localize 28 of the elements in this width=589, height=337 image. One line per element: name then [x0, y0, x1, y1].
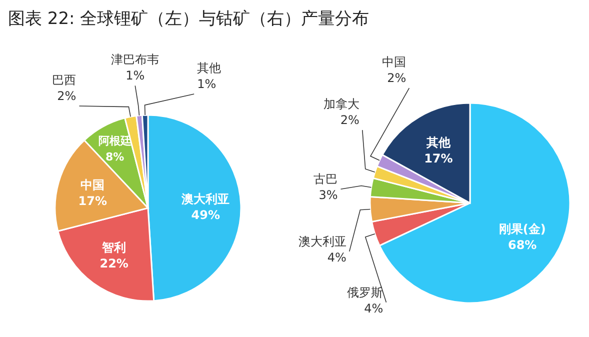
data-label: 2% — [57, 89, 76, 104]
slice-label: 巴西 — [52, 73, 76, 88]
slice-label: 中国 — [382, 55, 406, 70]
data-label: 8% — [106, 150, 124, 164]
slice-label: 古巴 — [314, 172, 338, 186]
data-label: 68% — [508, 238, 537, 252]
slice-label: 中国 — [80, 178, 105, 192]
data-label: 1% — [197, 76, 216, 91]
slice-label: 其他 — [425, 136, 452, 150]
data-label: 1% — [126, 68, 145, 83]
slice-label: 俄罗斯 — [347, 285, 384, 300]
slice-label: 智利 — [101, 240, 126, 255]
data-label: 2% — [387, 71, 406, 86]
data-label: 22% — [100, 256, 128, 271]
data-label: 4% — [364, 301, 384, 316]
data-label: 17% — [78, 194, 107, 208]
data-label: 4% — [327, 250, 346, 264]
chart-title: 图表 22: 全球锂矿（左）与钴矿（右）产量分布 — [8, 9, 370, 29]
slice-label: 刚果(金) — [498, 222, 546, 236]
slice-label: 其他 — [197, 60, 222, 75]
slice-label: 加拿大 — [323, 97, 360, 112]
data-label: 49% — [191, 208, 220, 222]
data-label: 2% — [340, 113, 360, 128]
data-label: 17% — [424, 152, 453, 166]
slice-label: 澳大利亚 — [180, 192, 230, 206]
slice-label: 津巴布韦 — [111, 52, 160, 67]
slice-label: 澳大利亚 — [298, 234, 346, 248]
data-label: 3% — [318, 188, 338, 202]
